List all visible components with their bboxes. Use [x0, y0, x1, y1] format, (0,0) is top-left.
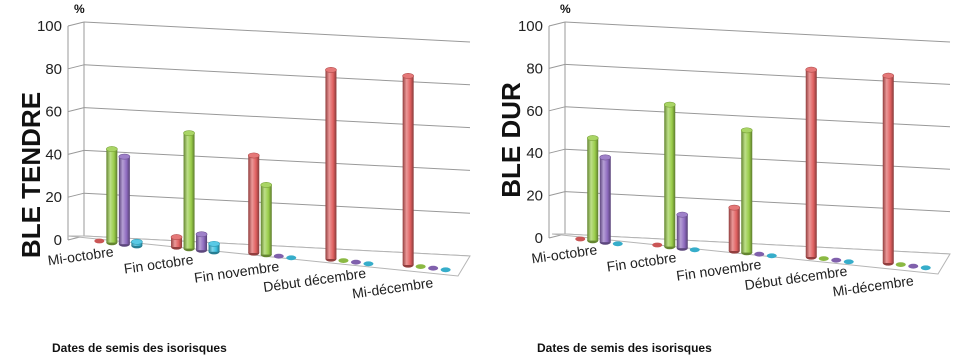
bar: [599, 157, 611, 243]
bar-zero-marker: [895, 262, 906, 267]
bar-zero-marker: [920, 265, 931, 271]
bar-zero-marker: [350, 259, 361, 265]
side-gridline: [548, 148, 566, 154]
bar-top: [402, 73, 414, 79]
bar-top: [882, 72, 895, 79]
unit-label: %: [74, 2, 85, 16]
bar-top: [586, 135, 599, 141]
y-axis-label: BLE TENDRE: [16, 92, 46, 258]
bar-top: [195, 231, 208, 238]
side-gridline: [67, 192, 85, 198]
bar: [664, 104, 676, 247]
y-tick-label: 20: [526, 188, 543, 205]
bar-top: [728, 204, 741, 211]
bar-zero-marker: [908, 263, 919, 269]
bar-top: [260, 182, 273, 188]
x-axis-label: Dates de semis des isorisques: [52, 341, 227, 355]
bar-zero-marker: [766, 253, 777, 259]
bar-zero-marker: [575, 236, 586, 242]
bar-zero-marker: [363, 261, 374, 267]
bar: [106, 149, 118, 243]
bar-top: [676, 211, 689, 218]
bar-top: [247, 152, 260, 159]
bar: [171, 237, 183, 247]
y-tick-label: 40: [526, 145, 543, 162]
y-tick-label: 80: [526, 60, 543, 77]
bar-zero-marker: [612, 241, 623, 247]
bar: [196, 234, 208, 251]
bar-zero-marker: [273, 253, 284, 259]
y-tick-label: 60: [526, 103, 543, 120]
bar-zero-marker: [94, 238, 105, 244]
bar-top: [663, 101, 676, 108]
y-tick-label: 60: [45, 104, 62, 121]
side-gridline: [67, 21, 85, 27]
unit-label: %: [560, 2, 571, 16]
bar: [325, 69, 337, 259]
side-gridline: [67, 64, 85, 70]
bar-zero-marker: [818, 256, 829, 261]
bar: [587, 138, 599, 241]
bar-top: [131, 238, 143, 245]
bar-zero-marker: [286, 255, 297, 261]
bar-zero-marker: [415, 264, 426, 269]
bar-zero-marker: [440, 267, 451, 273]
bar: [402, 75, 414, 265]
bar-top: [170, 234, 183, 240]
gridline: [564, 21, 951, 43]
bar: [260, 184, 272, 255]
bar-zero-marker: [338, 258, 349, 263]
bar-top: [599, 154, 612, 161]
side-gridline: [548, 191, 566, 197]
y-axis-label: BLE DUR: [496, 82, 526, 198]
bar-zero-marker: [689, 247, 700, 253]
bar: [183, 133, 195, 249]
y-tick-label: 20: [45, 189, 62, 206]
side-gridline: [548, 21, 566, 27]
y-tick-label: 80: [45, 61, 62, 78]
y-tick-label: 40: [45, 146, 62, 163]
gridline: [83, 21, 471, 43]
x-tick-label: Fin octobre: [606, 249, 678, 275]
bar-top: [805, 66, 818, 73]
bar: [118, 156, 130, 245]
side-gridline: [548, 106, 566, 112]
bar-top: [183, 130, 195, 137]
bar-top: [106, 146, 118, 152]
x-axis-label: Dates de semis des isorisques: [537, 341, 712, 355]
bar-zero-marker: [652, 242, 663, 248]
side-gridline: [548, 63, 566, 69]
bar-zero-marker: [831, 257, 842, 263]
y-tick-label: 100: [37, 18, 62, 35]
bar: [676, 214, 688, 249]
bar-zero-marker: [843, 259, 854, 265]
bar: [208, 243, 220, 252]
bar-top: [118, 153, 131, 160]
bar-top: [325, 67, 337, 73]
bar: [882, 75, 894, 263]
bar-top: [208, 240, 220, 247]
y-tick-label: 0: [54, 232, 62, 249]
bar-top: [740, 127, 753, 134]
bar-zero-marker: [754, 251, 765, 257]
y-tick-label: 0: [535, 230, 543, 247]
bar: [248, 155, 260, 253]
side-gridline: [67, 107, 85, 113]
bar: [728, 207, 740, 251]
y-tick-label: 100: [518, 18, 543, 35]
bar: [741, 130, 753, 253]
bar: [805, 69, 817, 257]
x-tick-label: Fin octobre: [123, 251, 195, 277]
side-gridline: [67, 149, 85, 155]
bar-zero-marker: [428, 265, 439, 271]
